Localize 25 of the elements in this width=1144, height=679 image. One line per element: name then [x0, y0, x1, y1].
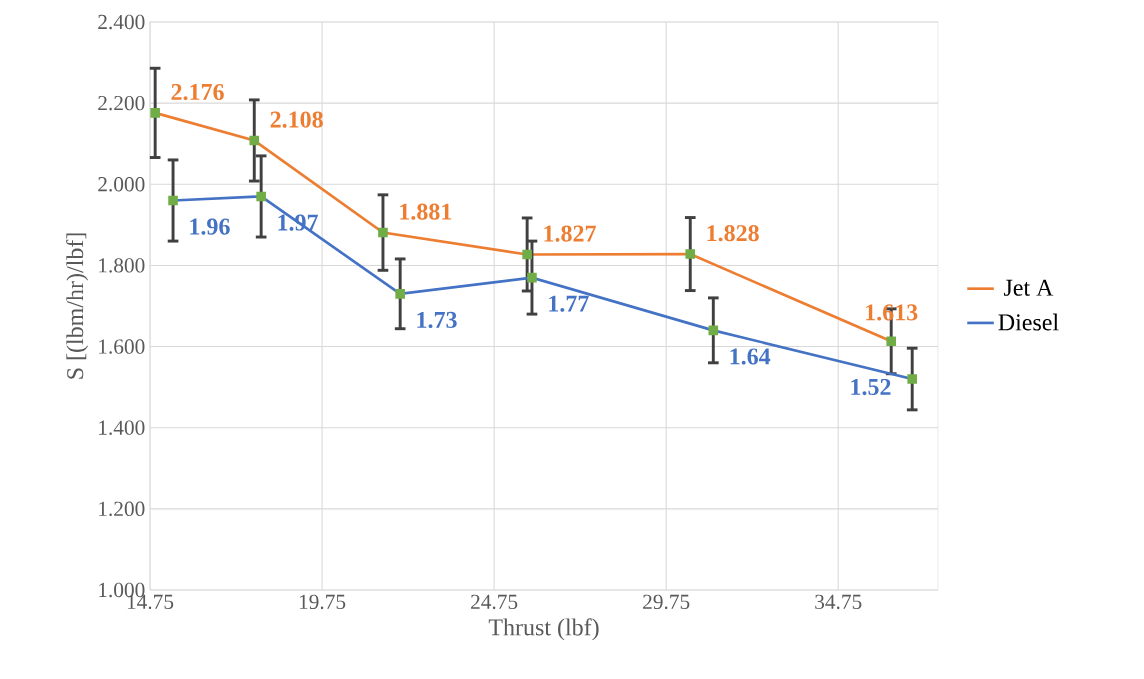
data-label: 1.73 — [417, 311, 457, 329]
y-tick-label: 2.400 — [98, 14, 145, 30]
y-tick-label: 2.000 — [98, 177, 145, 192]
data-label: 2.108 — [270, 111, 323, 128]
data-label: 1.77 — [549, 295, 589, 312]
data-label: 1.827 — [544, 225, 596, 242]
data-label: 1.64 — [730, 348, 771, 365]
x-tick-label: 24.75 — [471, 594, 518, 610]
x-tick-label: 19.75 — [299, 594, 346, 610]
y-tick-label: 1.400 — [99, 420, 145, 435]
x-axis-title: Thrust (lbf) — [488, 618, 599, 641]
x-tick-label: 34.75 — [815, 594, 862, 610]
data-label: 1.52 — [851, 378, 891, 396]
y-tick-label: 2.200 — [98, 95, 145, 111]
legend-label: Jet A — [1003, 279, 1054, 296]
legend-label: Diesel — [998, 313, 1059, 331]
data-label: 1.96 — [190, 218, 230, 235]
data-label: 1.881 — [400, 203, 452, 220]
data-label: 1.828 — [707, 225, 759, 242]
x-tick-label: 29.75 — [643, 594, 690, 610]
y-axis-title: S [(lbm/hr)/lbf] — [66, 233, 89, 379]
data-label: 2.176 — [171, 83, 224, 101]
y-tick-label: 1.800 — [99, 258, 145, 273]
y-tick-label: 1.200 — [99, 501, 145, 517]
y-tick-label: 1.600 — [99, 339, 145, 354]
